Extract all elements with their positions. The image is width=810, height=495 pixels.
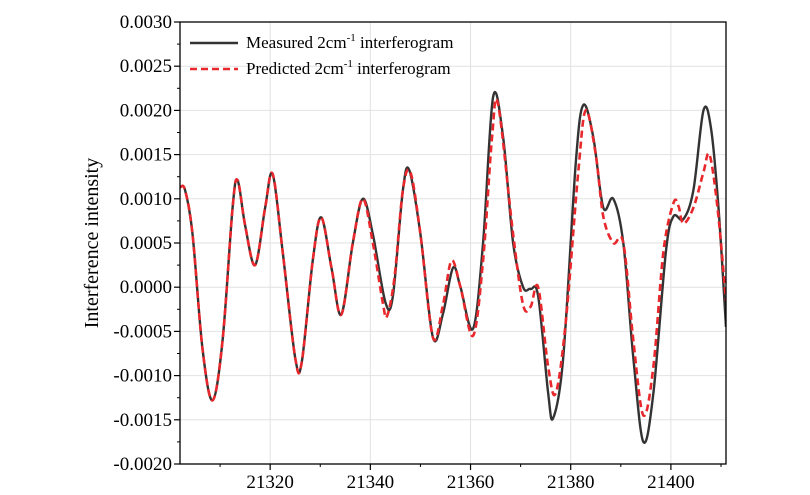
axis-ticks: [174, 21, 722, 470]
legend: Measured 2cm-1 interferogram Predicted 2c…: [190, 32, 453, 78]
x-tick-labels: 21320 21340 21360 21380 21400: [246, 472, 694, 493]
x-tick-label: 21320: [246, 472, 294, 493]
y-tick-label: 0.0010: [120, 189, 172, 210]
y-tick-label: 0.0030: [120, 12, 172, 33]
y-tick-label: 0.0000: [120, 277, 172, 298]
x-tick-label: 21340: [347, 472, 395, 493]
y-tick-label: -0.0020: [113, 454, 172, 475]
measured-series-line: [180, 91, 726, 445]
y-tick-label: 0.0025: [120, 56, 172, 77]
x-tick-label: 21380: [547, 472, 595, 493]
y-tick-label: -0.0015: [113, 410, 172, 431]
y-axis-title: Interference intensity: [81, 158, 103, 328]
legend-label: Measured 2cm-1 interferogram: [246, 32, 453, 52]
grid-lines: [180, 22, 726, 464]
predicted-series-line: [180, 97, 726, 417]
y-tick-labels: -0.0020 -0.0015 -0.0010 -0.0005 0.0000 0.0005…: [113, 12, 172, 475]
y-tick-label: 0.0015: [120, 145, 172, 166]
y-tick-label: -0.0005: [113, 321, 172, 342]
x-tick-label: 21400: [647, 472, 695, 493]
y-tick-label: -0.0010: [113, 366, 172, 387]
series-layer: [180, 91, 726, 445]
y-tick-label: 0.0020: [120, 100, 172, 121]
y-tick-label: 0.0005: [120, 233, 172, 254]
legend-label: Predicted 2cm-1 interferogram: [246, 58, 451, 78]
x-tick-label: 21360: [447, 472, 495, 493]
